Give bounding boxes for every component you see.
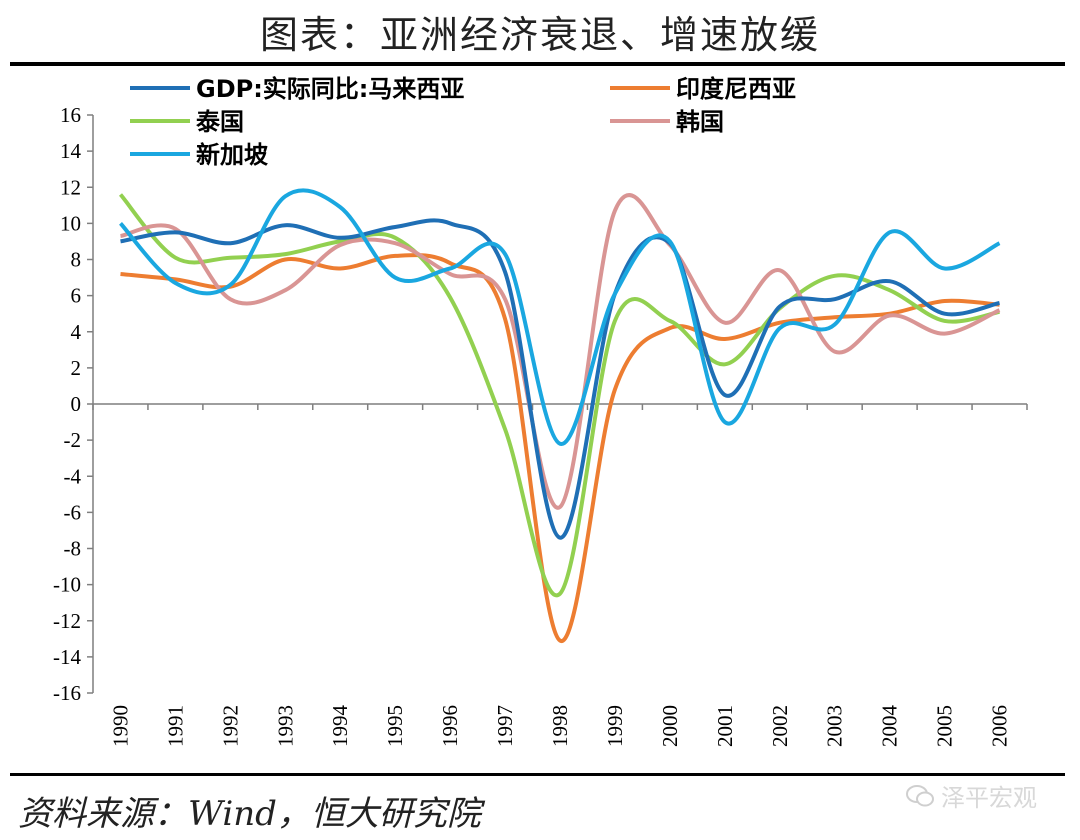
y-tick-label: -10	[53, 573, 81, 597]
x-tick-label: 2005	[933, 705, 957, 747]
x-tick-label: 2004	[878, 705, 902, 748]
series-line-4	[119, 188, 1001, 446]
y-tick-label: 4	[71, 320, 82, 344]
x-tick-label: 2002	[768, 705, 792, 747]
y-tick-label: -4	[64, 464, 82, 488]
x-tick-label: 1993	[273, 705, 297, 747]
series-line-3	[120, 193, 1001, 510]
line-chart: 16 14 12 10 8 6 4 2 0 -2 -4 -6 -8 -10 -12 -14 -16 1990 199…	[53, 75, 1028, 748]
top-rule	[10, 62, 1065, 66]
legend-label: 韩国	[676, 108, 724, 136]
x-tick-label: 1997	[493, 705, 517, 747]
axes: 16 14 12 10 8 6 4 2 0 -2 -4 -6 -8 -10 -12 -14 -16 1990 199…	[53, 103, 1028, 748]
wechat-icon	[906, 784, 934, 806]
series-lines	[118, 188, 1001, 643]
y-tick-label: -6	[64, 500, 82, 524]
y-tick-label: 12	[60, 175, 81, 199]
x-tick-label: 1999	[603, 705, 627, 747]
y-tick-label: 8	[71, 248, 82, 272]
y-tick-label: 16	[60, 103, 81, 127]
chart-title: 图表：亚洲经济衰退、增速放缓	[259, 13, 820, 57]
y-tick-label: -8	[64, 537, 82, 561]
y-tick-label: 0	[71, 392, 82, 416]
y-tick-label: -2	[64, 428, 82, 452]
y-tick-label: 2	[71, 356, 82, 380]
x-tick-label: 1998	[548, 705, 572, 747]
series-line-0	[120, 218, 1000, 540]
x-tick-label: 2006	[988, 705, 1012, 747]
x-tick-label: 1995	[383, 705, 407, 747]
x-tick-label: 2003	[823, 705, 847, 747]
y-tick-label: 10	[60, 211, 81, 235]
x-tick-label: 2001	[713, 705, 737, 747]
series-line-2	[118, 193, 1000, 598]
legend-label: GDP:实际同比:马来西亚	[196, 75, 464, 103]
watermark: 泽平宏观	[905, 778, 1037, 813]
x-tick-label: 1994	[328, 705, 352, 748]
x-tick-label: 1990	[108, 705, 132, 747]
y-tick-label: 14	[60, 139, 82, 163]
legend-label: 泰国	[196, 108, 244, 136]
source-note: 资料来源：Wind，恒大研究院	[18, 794, 481, 834]
legend-label: 印度尼西亚	[676, 75, 796, 103]
watermark-text: 泽平宏观	[941, 784, 1037, 812]
x-tick-label: 1996	[438, 705, 462, 747]
bottom-rule	[10, 773, 1065, 776]
y-tick-label: -14	[53, 645, 81, 669]
x-tick-label: 2000	[658, 705, 682, 747]
legend-label: 新加坡	[196, 141, 268, 169]
y-tick-label: -12	[53, 609, 81, 633]
series-line-1	[120, 253, 1000, 643]
y-tick-label: 6	[71, 284, 82, 308]
x-tick-label: 1992	[218, 705, 242, 747]
x-tick-label: 1991	[163, 705, 187, 747]
y-tick-label: -16	[53, 681, 81, 705]
